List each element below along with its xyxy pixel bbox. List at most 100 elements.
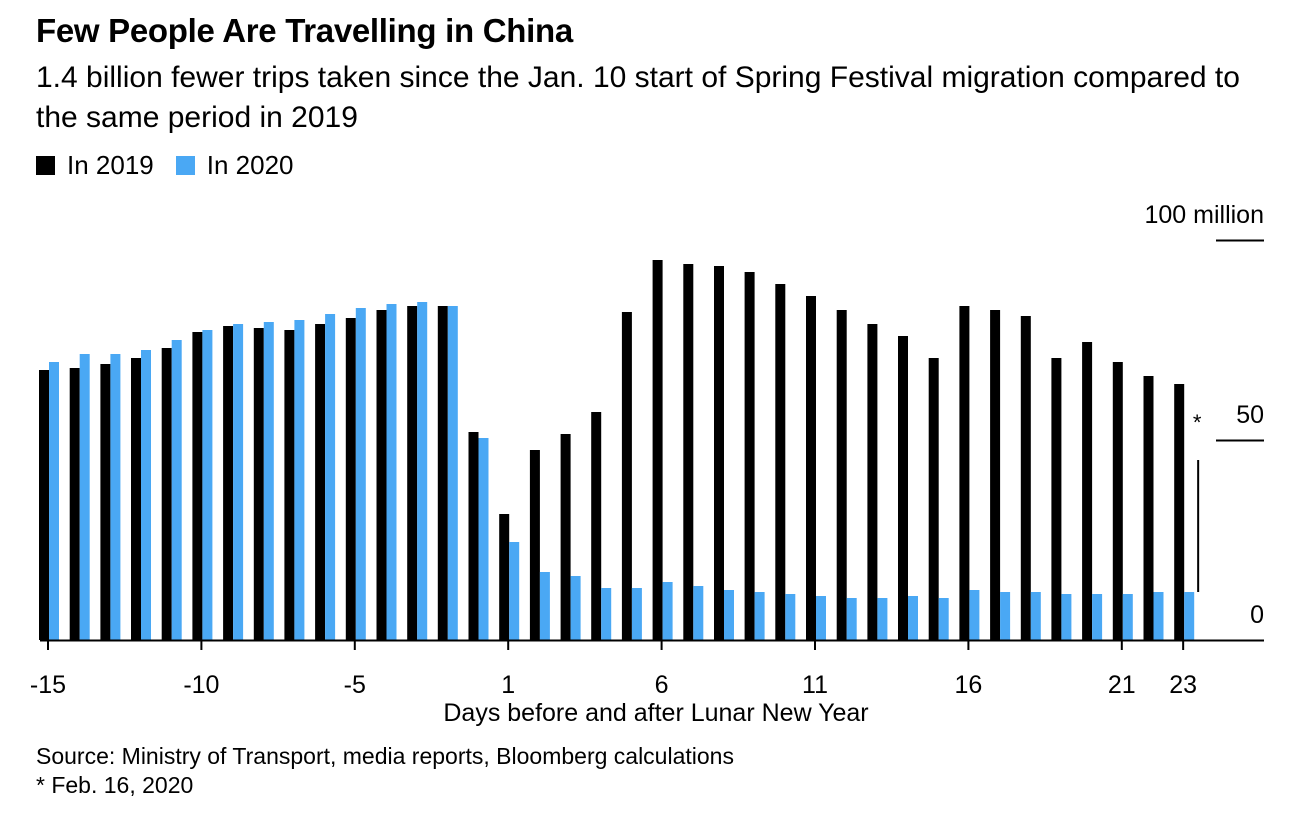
bar-2020-day-1	[509, 542, 520, 640]
x-tick-label-16: 16	[954, 671, 982, 699]
x-tick-label--10: -10	[183, 671, 219, 699]
bar-2019-day-23	[1174, 384, 1185, 640]
bar-2019-day-3	[560, 434, 571, 640]
bar-2019-day-5	[621, 312, 632, 640]
bar-2020-day-23	[1184, 592, 1195, 640]
chart-source: Source: Ministry of Transport, media rep…	[36, 742, 734, 800]
bar-2020-day-5	[631, 588, 642, 640]
bar-2020-day--12	[141, 350, 151, 640]
x-tick-label--15: -15	[30, 671, 66, 699]
bar-2019-day-13	[867, 324, 878, 640]
bar-2019-day--14	[69, 368, 80, 640]
bar-2020-day-22	[1153, 592, 1164, 640]
bar-2019-day-18	[1020, 316, 1031, 640]
bar-2019-day--8	[253, 328, 264, 640]
chart-legend: In 2019 In 2020	[36, 150, 316, 181]
bar-2019-day-7	[683, 264, 694, 640]
legend-swatch-2019	[36, 156, 55, 175]
bar-2020-day--10	[202, 330, 213, 640]
bar-2020-day-7	[693, 586, 704, 640]
bar-2020-day--2	[447, 306, 458, 640]
bar-2020-day-17	[1000, 592, 1011, 640]
bar-2020-day-3	[570, 576, 581, 640]
bar-2020-day-13	[877, 598, 888, 640]
bar-2019-day-15	[928, 358, 939, 640]
bar-2019-day--5	[345, 318, 356, 640]
y-tick-label-100: 100 million	[1144, 201, 1264, 229]
legend-label-2019: In 2019	[67, 150, 154, 180]
bar-2019-day--1	[468, 432, 479, 640]
bar-2019-day-10	[775, 284, 786, 640]
bar-2019-day-2	[529, 450, 540, 640]
x-tick-label-23: 23	[1169, 671, 1197, 699]
bar-2019-day-22	[1143, 376, 1154, 640]
bar-2020-day-21	[1122, 594, 1133, 640]
legend-item-2019: In 2019	[36, 150, 154, 181]
x-tick-label-21: 21	[1108, 671, 1136, 699]
bar-2020-day-9	[754, 592, 765, 640]
x-tick-label--5: -5	[344, 671, 366, 699]
bar-2019-day-14	[898, 336, 908, 640]
chart-title: Few People Are Travelling in China	[36, 12, 573, 49]
x-tick-label-1: 1	[501, 671, 515, 699]
y-tick-label-50: 50	[1236, 401, 1264, 429]
bar-2020-day--4	[386, 304, 397, 640]
x-tick-label-11: 11	[802, 671, 828, 699]
bar-2020-day-11	[816, 596, 826, 640]
bar-2020-day--1	[478, 438, 489, 640]
footnote: * Feb. 16, 2020	[36, 772, 194, 798]
bar-2020-day--3	[417, 302, 428, 640]
bar-2020-day--8	[263, 322, 274, 640]
bar-2019-day--13	[100, 364, 111, 640]
bar-2019-day-11	[806, 296, 816, 640]
bar-2019-day-1	[499, 514, 510, 640]
bar-2020-day-6	[662, 582, 673, 640]
bar-2019-day--2	[437, 306, 448, 640]
bar-2020-day--14	[79, 354, 90, 640]
bar-2019-day-8	[714, 266, 724, 640]
bar-2020-day-12	[846, 598, 857, 640]
bar-2020-day-19	[1061, 594, 1072, 640]
bar-2019-day-17	[990, 310, 1001, 640]
x-tick-label-6: 6	[655, 671, 669, 699]
x-axis-label: Days before and after Lunar New Year	[443, 699, 868, 727]
bar-2020-day--11	[171, 340, 182, 640]
bar-2020-day--6	[325, 314, 336, 640]
bar-2019-day--15	[39, 370, 49, 640]
bar-2019-day-6	[652, 260, 663, 640]
bar-2019-day--6	[315, 324, 326, 640]
bar-2020-day-15	[938, 598, 949, 640]
bar-2020-day--7	[294, 320, 305, 640]
bar-2019-day--7	[284, 330, 295, 640]
bar-2019-day-4	[591, 412, 602, 640]
legend-item-2020: In 2020	[175, 150, 294, 181]
bar-2019-day--3	[407, 306, 418, 640]
legend-swatch-2020	[175, 156, 195, 175]
bar-2019-day-12	[836, 310, 847, 640]
bar-2019-day--12	[131, 358, 141, 640]
chart-subtitle: 1.4 billion fewer trips taken since the …	[36, 61, 1240, 134]
bar-2020-day-8	[724, 590, 734, 640]
bar-2019-day--11	[161, 348, 172, 640]
bar-2019-day--10	[192, 332, 203, 640]
bar-2020-day-20	[1092, 594, 1103, 640]
bar-2019-day-20	[1082, 342, 1093, 640]
bar-2019-day-19	[1051, 358, 1062, 640]
legend-label-2020: In 2020	[206, 150, 294, 180]
bar-2019-day-9	[744, 272, 755, 640]
bar-2019-day-16	[959, 306, 970, 640]
bar-2020-day-14	[908, 596, 918, 640]
bar-2020-day-4	[601, 588, 612, 640]
bar-2020-day-18	[1030, 592, 1041, 640]
y-tick-label-0: 0	[1250, 601, 1264, 629]
bar-2020-day-16	[969, 590, 980, 640]
source-note: Source: Ministry of Transport, media rep…	[36, 743, 734, 769]
bar-2019-day-21	[1112, 362, 1123, 640]
bar-2020-day--15	[49, 362, 59, 640]
bar-2020-day--9	[233, 324, 244, 640]
bar-2020-day--5	[355, 308, 366, 640]
bar-2020-day--13	[110, 354, 121, 640]
bar-2019-day--9	[223, 326, 234, 640]
bar-2020-day-10	[785, 594, 796, 640]
